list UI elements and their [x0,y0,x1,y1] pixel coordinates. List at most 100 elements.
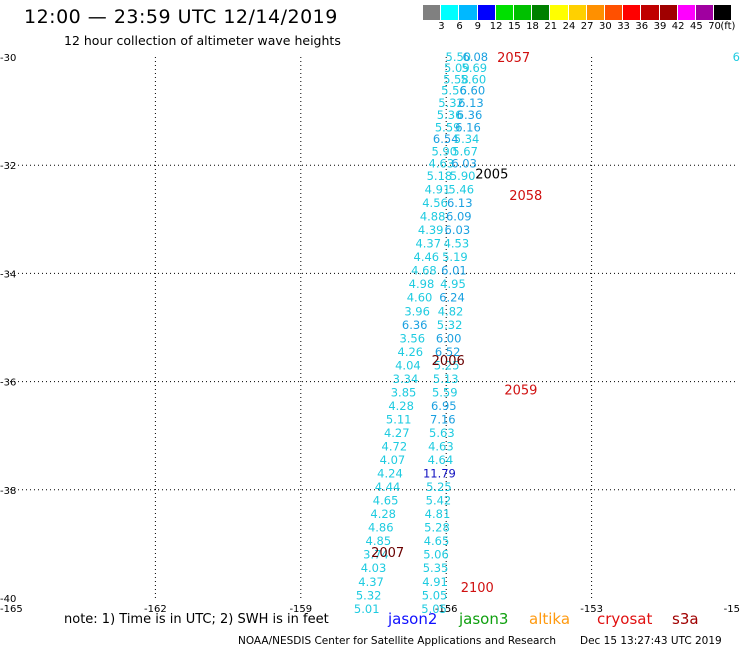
satellite-jason2: jason2 [388,610,438,628]
page-title: 12:00 — 23:59 UTC 12/14/2019 [24,6,338,28]
swh-label: 5.59 [432,385,458,399]
color-scale-label: 15 [508,21,521,32]
swh-label: 4.68 [411,264,437,278]
x-tick-label: -165 [0,604,23,615]
color-scale-label: 21 [544,21,558,32]
color-scale-label: 39 [653,21,667,32]
swh-label: 4.56 [422,196,448,210]
swh-label: 5.46 [448,183,474,197]
swh-label: 4.88 [420,210,446,224]
units-note: note: 1) Time is in UTC; 2) SWH is in fe… [64,612,329,627]
color-swatch [459,5,478,20]
color-swatch [477,5,496,20]
swh-label: 5.90 [431,145,457,159]
swh-label: 6.03 [445,223,471,237]
y-tick-label: -38 [0,486,16,497]
swh-label: 4.03 [361,561,387,575]
color-swatch [659,5,678,20]
swh-label: 6.24 [439,291,465,305]
x-tick-label: -153 [580,604,603,615]
color-swatch [696,5,715,20]
swh-label: 4.82 [438,304,464,318]
color-swatch [586,5,605,20]
swh-label: 4.37 [358,575,384,589]
color-scale-label: 24 [562,21,576,32]
swh-label: 5.34 [454,132,480,146]
swh-label: 5.28 [424,521,450,535]
time-label: 2058 [509,189,542,204]
swh-label: 4.98 [409,277,435,291]
swh-label: 4.26 [398,345,424,359]
color-swatch [623,5,642,20]
swh-label: 6.36 [402,318,428,332]
swh-label: 3.34 [393,372,419,386]
color-scale-label: 42 [671,21,685,32]
edge-swh-label: 6 [733,50,740,64]
color-swatch [441,5,460,20]
time-label: 2059 [504,384,537,399]
swh-label: 6.60 [460,84,486,98]
color-scale-label: 3 [438,21,445,32]
swh-label: 5.32 [438,96,464,110]
swh-label: 4.39 [418,223,444,237]
swh-label: 4.72 [382,440,408,454]
color-swatch [641,5,660,20]
swh-label: 4.81 [425,507,451,521]
swh-label: 4.63 [429,157,455,171]
swh-label: 6.54 [433,132,459,146]
color-swatch [495,5,514,20]
color-scale-label: 12 [489,21,503,32]
swh-label: 5.32 [437,318,463,332]
swh-label: 4.60 [407,291,433,305]
swh-label: 4.64 [428,453,454,467]
swh-label: 5.36 [437,108,463,122]
y-tick-label: -34 [0,269,16,280]
satellite-altika: altika [529,610,571,628]
color-scale-label: 36 [635,21,649,32]
swh-label: 4.04 [395,358,421,372]
swh-label: 4.28 [388,399,414,413]
swh-label: 11.79 [423,467,456,481]
swh-label: 6.03 [451,157,477,171]
swh-label: 4.95 [440,277,466,291]
swh-label: 6.09 [446,210,472,224]
swh-label: 4.07 [380,453,406,467]
satellite-jason3: jason3 [459,610,509,628]
swh-label: 5.05 [422,588,448,602]
swh-label: 5.50 [446,50,472,64]
swh-label: 5.25 [434,358,460,372]
swh-label: 4.65 [424,534,450,548]
swh-label: 6.01 [441,264,467,278]
swh-label: 5.11 [386,412,412,426]
swh-label: 7.16 [430,412,456,426]
time-label: 2057 [497,51,530,66]
swh-label: 5.19 [442,250,468,264]
footer-credit: NOAA/NESDIS Center for Satellite Applica… [238,635,556,647]
x-tick-label: -162 [144,604,167,615]
swh-label: 5.13 [433,372,459,386]
swh-label: 5.25 [426,480,452,494]
time-label: 2007 [371,546,404,561]
swh-label: 5.69 [462,61,488,75]
swh-label: 4.86 [368,521,394,535]
y-tick-label: -36 [0,378,16,389]
color-swatch [514,5,533,20]
swh-label: 6.16 [455,120,481,134]
swh-label: 3.56 [399,331,425,345]
color-swatch [568,5,587,20]
swh-label: 6.13 [458,96,484,110]
satellite-s3a: s3a [672,610,699,628]
swh-label: 5.18 [427,169,453,183]
y-tick-label: -40 [0,594,16,605]
color-scale-label: 30 [599,21,612,32]
swh-label: 6.08 [462,50,488,64]
color-swatch [605,5,624,20]
swh-label: 4.65 [373,494,399,508]
swh-label: 4.53 [444,237,470,251]
color-swatch [423,5,442,20]
swh-label: 6.95 [431,399,457,413]
swh-label: 5.90 [450,169,476,183]
swh-label: 4.91 [422,575,448,589]
swh-label: 5.59 [435,120,461,134]
